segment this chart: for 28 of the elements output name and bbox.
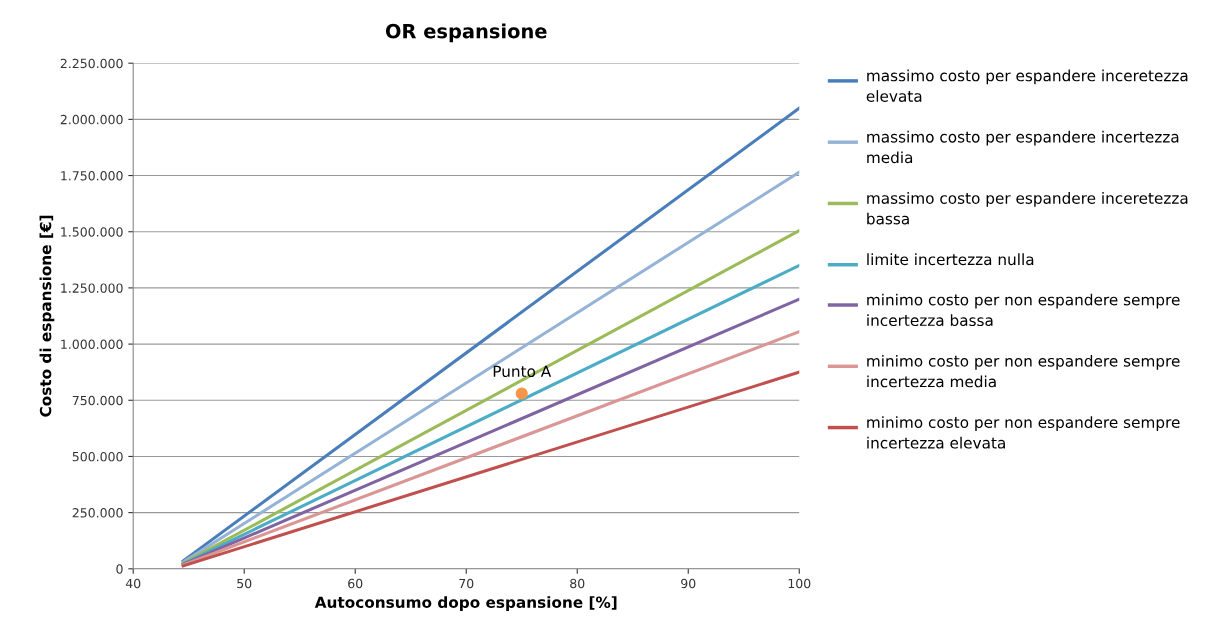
y-tick-label: 1.000.000 xyxy=(61,339,123,350)
y-axis-title: Costo di espansione [€] xyxy=(39,215,55,417)
y-tick-label: 1.750.000 xyxy=(61,171,123,181)
y-tick-label: 0 xyxy=(116,564,123,574)
y-tick-label: 1.500.000 xyxy=(61,227,123,237)
y-tick-label: 2.000.000 xyxy=(60,114,123,125)
y-tick-label: 750.000 xyxy=(72,395,123,406)
x-tick-label: 90 xyxy=(681,578,696,589)
chart-title: OR espansione xyxy=(385,23,547,43)
x-tick-label: 100 xyxy=(788,578,811,589)
x-tick-label: 60 xyxy=(348,578,363,589)
legend-label: limite incertezza nulla xyxy=(867,253,1034,266)
y-tick-label: 250.000 xyxy=(72,508,123,518)
x-tick-label: 70 xyxy=(459,578,474,589)
y-tick-label: 1.250.000 xyxy=(61,283,123,293)
legend-label: massimo costo per espandere inceretezza bassa xyxy=(867,192,1188,225)
legend-label: massimo costo per espandere inceretezza elevata xyxy=(866,69,1188,102)
annotation: Punto A xyxy=(493,365,552,378)
y-tick-label: 500.000 xyxy=(72,451,123,462)
legend-label: minimo costo per non espandere sempre incertezza media xyxy=(867,354,1180,388)
legend-label: minimo costo per non espandere sempre incertezza elevata xyxy=(867,416,1180,449)
x-tick-label: 50 xyxy=(237,578,252,589)
x-tick-label: 80 xyxy=(570,578,585,589)
legend-label: minimo costo per non espandere sempre incertezza bassa xyxy=(867,293,1180,327)
y-tick-label: 2.250.000 xyxy=(60,58,123,69)
x-tick-label: 40 xyxy=(125,578,141,589)
x-axis-title: Autoconsumo dopo espansione [%] xyxy=(314,596,617,611)
legend-label: massimo costo per espandere incertezza media xyxy=(867,130,1179,164)
